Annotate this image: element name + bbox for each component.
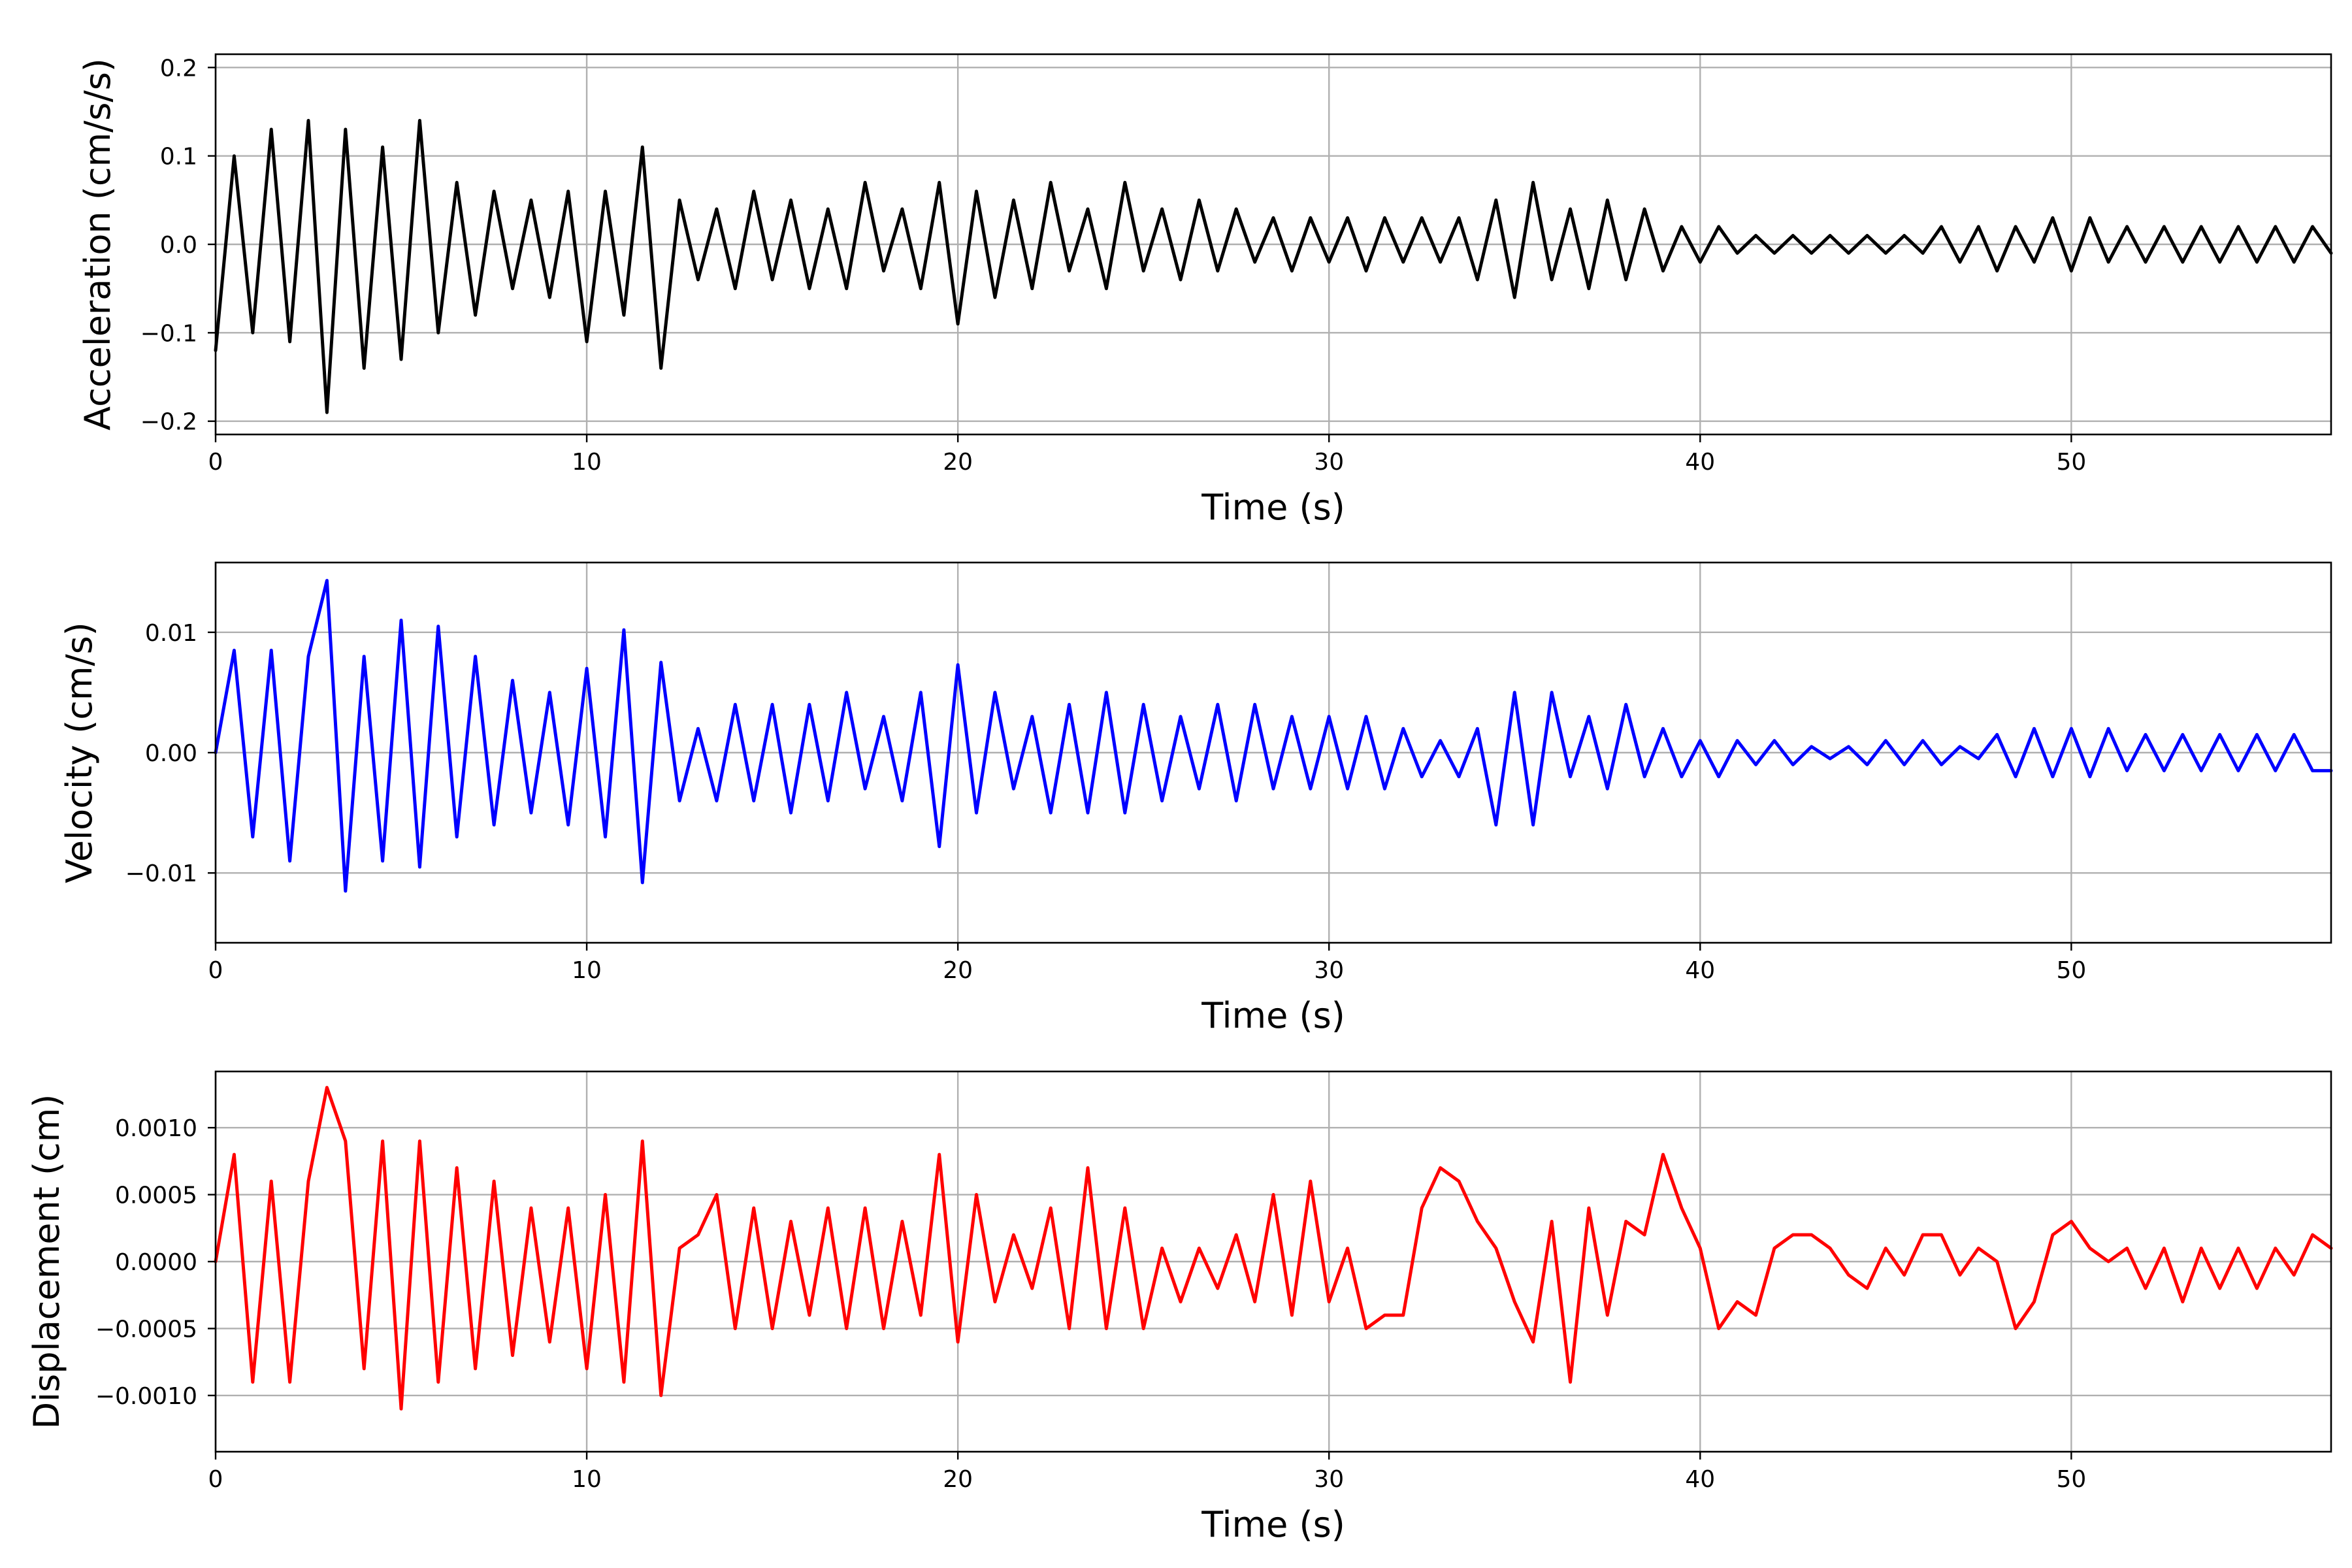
displacement-y-axis-label: Displacement (cm) — [26, 1094, 67, 1429]
panel-velocity: 0 10 20 30 40 50 −0.01 0.00 0.01 Time (s) Veloc… — [59, 561, 2333, 1036]
velocity-xtick-label: 30 — [1314, 957, 1344, 984]
acceleration-xtick-label: 50 — [2056, 449, 2086, 476]
acceleration-ytick-label: −0.2 — [140, 409, 197, 436]
displacement-xtick-label: 50 — [2056, 1466, 2086, 1493]
velocity-x-axis-label: Time (s) — [1201, 995, 1345, 1036]
acceleration-xtick-labels: 0 10 20 30 40 50 — [208, 449, 2087, 476]
displacement-series-line — [214, 1086, 2333, 1411]
displacement-plot-area — [214, 1086, 2333, 1411]
acceleration-x-axis-label: Time (s) — [1201, 487, 1345, 528]
acceleration-y-axis-label: Acceleration (cm/s/s) — [77, 58, 118, 431]
acceleration-xtick-label: 0 — [208, 449, 223, 476]
displacement-xtick-label: 20 — [943, 1466, 973, 1493]
velocity-grid — [214, 563, 2331, 943]
displacement-ytick-label: −0.0010 — [95, 1383, 197, 1410]
acceleration-xtick-label: 40 — [1685, 449, 1715, 476]
displacement-ytick-labels: −0.0010 −0.0005 0.0000 0.0005 0.0010 — [95, 1115, 197, 1410]
velocity-ytick-label: −0.01 — [125, 860, 197, 887]
acceleration-xtick-label: 20 — [943, 449, 973, 476]
velocity-plot-area — [214, 579, 2333, 893]
velocity-ticks — [208, 631, 2072, 951]
displacement-ytick-label: 0.0005 — [115, 1183, 197, 1209]
velocity-xtick-labels: 0 10 20 30 40 50 — [208, 957, 2087, 984]
acceleration-xtick-label: 10 — [572, 449, 602, 476]
displacement-grid — [214, 1071, 2331, 1452]
acceleration-ytick-label: 0.1 — [160, 144, 197, 171]
displacement-xtick-label: 40 — [1685, 1466, 1715, 1493]
displacement-xtick-label: 10 — [572, 1466, 602, 1493]
displacement-ytick-label: −0.0005 — [95, 1316, 197, 1343]
acceleration-plot-area — [214, 119, 2333, 414]
displacement-xtick-label: 30 — [1314, 1466, 1344, 1493]
acceleration-series-line — [214, 119, 2333, 414]
acceleration-ytick-label: 0.2 — [160, 55, 197, 82]
displacement-ytick-label: 0.0010 — [115, 1115, 197, 1142]
velocity-ytick-label: 0.01 — [145, 620, 197, 647]
acceleration-grid — [214, 54, 2331, 434]
displacement-ticks — [208, 1126, 2072, 1460]
displacement-xtick-label: 0 — [208, 1466, 223, 1493]
velocity-xtick-label: 40 — [1685, 957, 1715, 984]
panel-acceleration: 0 10 20 30 40 50 −0.2 −0.1 0.0 0.1 0.2 Time (s) A… — [77, 53, 2333, 528]
displacement-x-axis-label: Time (s) — [1201, 1504, 1345, 1545]
velocity-xtick-label: 10 — [572, 957, 602, 984]
velocity-xtick-label: 20 — [943, 957, 973, 984]
velocity-y-axis-label: Velocity (cm/s) — [59, 622, 100, 883]
acceleration-ytick-label: 0.0 — [160, 232, 197, 259]
displacement-xtick-labels: 0 10 20 30 40 50 — [208, 1466, 2087, 1493]
acceleration-ytick-label: −0.1 — [140, 320, 197, 347]
panel-displacement: 0 10 20 30 40 50 −0.0010 −0.0005 0.0000 0.0005 0.… — [26, 1070, 2333, 1545]
acceleration-ytick-labels: −0.2 −0.1 0.0 0.1 0.2 — [140, 55, 197, 435]
displacement-ytick-label: 0.0000 — [115, 1249, 197, 1276]
velocity-series-line — [214, 579, 2333, 893]
velocity-xtick-label: 0 — [208, 957, 223, 984]
acceleration-xtick-label: 30 — [1314, 449, 1344, 476]
acceleration-ticks — [208, 67, 2072, 442]
velocity-ytick-labels: −0.01 0.00 0.01 — [125, 620, 197, 887]
velocity-xtick-label: 50 — [2056, 957, 2086, 984]
velocity-ytick-label: 0.00 — [145, 740, 197, 767]
